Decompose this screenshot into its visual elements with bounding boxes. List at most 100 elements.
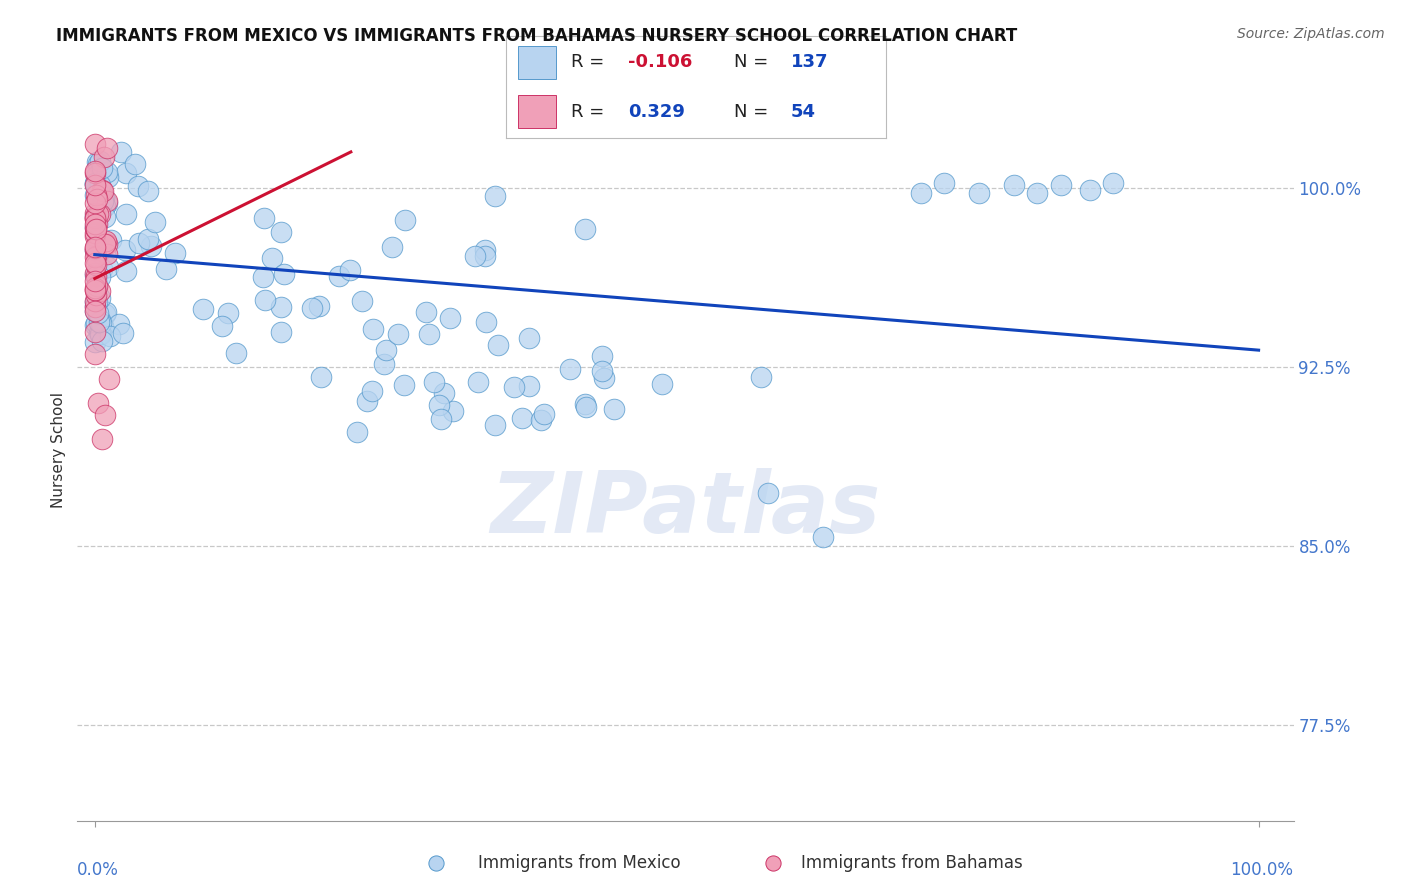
Point xyxy=(94,234,117,248)
Point xyxy=(87,315,110,329)
Point xyxy=(381,240,404,254)
Point xyxy=(96,194,118,208)
Point xyxy=(84,188,107,202)
Point xyxy=(356,393,378,408)
Point xyxy=(83,177,105,191)
Point xyxy=(124,157,146,171)
Point xyxy=(486,337,509,351)
Point xyxy=(136,232,159,246)
Point xyxy=(1049,178,1071,193)
Point xyxy=(91,161,114,176)
Point xyxy=(115,207,138,221)
Point xyxy=(87,306,110,320)
Point xyxy=(425,855,447,870)
Point xyxy=(115,166,138,180)
Point xyxy=(484,417,506,432)
Point xyxy=(143,214,166,228)
Point xyxy=(467,375,489,389)
Point xyxy=(373,357,395,371)
Text: ZIPatlas: ZIPatlas xyxy=(491,468,880,551)
Point xyxy=(128,235,150,250)
Text: R =: R = xyxy=(571,103,605,120)
Point xyxy=(94,236,117,251)
Point xyxy=(139,239,162,253)
Text: N =: N = xyxy=(734,54,768,71)
Point xyxy=(84,219,107,234)
Point xyxy=(756,486,779,500)
Point xyxy=(83,226,105,240)
Point xyxy=(309,370,332,384)
Point xyxy=(84,240,107,254)
Point xyxy=(114,264,136,278)
Point xyxy=(86,295,108,310)
Point xyxy=(84,218,107,232)
Point xyxy=(111,326,134,340)
Point xyxy=(84,166,107,180)
Text: 137: 137 xyxy=(790,54,828,71)
Point xyxy=(575,400,598,414)
Point xyxy=(651,376,673,391)
Point xyxy=(96,141,118,155)
Point xyxy=(84,316,107,330)
Point xyxy=(93,190,115,204)
Point xyxy=(83,187,105,202)
Point xyxy=(591,364,613,378)
Bar xyxy=(517,95,555,128)
Point xyxy=(96,236,118,251)
Point xyxy=(90,316,112,330)
Point xyxy=(270,325,292,339)
Point xyxy=(89,285,111,299)
Point xyxy=(83,268,105,282)
Point xyxy=(83,266,105,280)
Point xyxy=(83,243,105,257)
Point xyxy=(86,154,108,169)
Point xyxy=(517,331,540,345)
Point xyxy=(100,233,122,247)
Point xyxy=(211,319,233,334)
Text: R =: R = xyxy=(571,54,605,71)
Point xyxy=(346,425,368,440)
Point xyxy=(530,413,553,427)
Point xyxy=(392,377,415,392)
Point xyxy=(90,326,112,341)
Point xyxy=(749,370,772,384)
Point xyxy=(96,196,118,211)
Point xyxy=(84,164,107,178)
Point xyxy=(91,194,114,209)
Point xyxy=(83,250,105,264)
Point xyxy=(98,328,121,343)
Point xyxy=(89,153,111,168)
Point xyxy=(87,395,110,409)
Point xyxy=(270,225,292,239)
Point xyxy=(1102,176,1125,190)
Point xyxy=(86,279,108,293)
Text: Immigrants from Mexico: Immigrants from Mexico xyxy=(478,854,681,871)
Point xyxy=(87,207,110,221)
Y-axis label: Nursery School: Nursery School xyxy=(51,392,66,508)
Text: 0.0%: 0.0% xyxy=(77,862,120,880)
Point xyxy=(97,169,120,184)
Point xyxy=(94,308,117,322)
Point xyxy=(83,283,105,297)
Point xyxy=(90,183,112,197)
Point xyxy=(90,432,112,446)
Point xyxy=(423,376,446,390)
Point xyxy=(84,176,107,190)
Point xyxy=(83,325,105,339)
Text: N =: N = xyxy=(734,103,768,120)
Point xyxy=(136,185,159,199)
Point xyxy=(1078,183,1101,197)
Point xyxy=(90,334,112,349)
Point xyxy=(339,262,361,277)
Point xyxy=(83,177,105,191)
Point xyxy=(93,150,115,164)
Text: 54: 54 xyxy=(790,103,815,120)
Point xyxy=(270,300,292,314)
Point xyxy=(593,371,616,385)
Point xyxy=(603,402,626,417)
Point xyxy=(84,169,107,184)
Point xyxy=(475,315,498,329)
Point xyxy=(84,243,107,257)
Point xyxy=(97,260,120,274)
Point xyxy=(361,384,384,399)
